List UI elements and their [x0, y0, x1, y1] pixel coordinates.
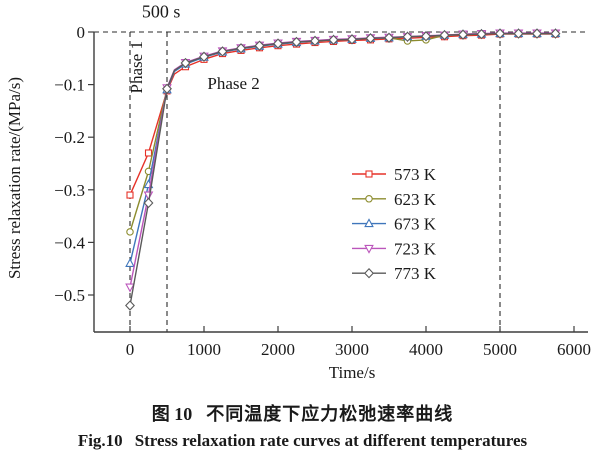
legend-item-723-k: 723 K — [352, 239, 437, 258]
marker-diamond — [439, 29, 450, 41]
legend-label: 773 K — [394, 264, 437, 283]
marker-triangle-up — [125, 258, 135, 267]
y-tick-label: −0.1 — [54, 76, 85, 95]
caption-chinese-text: 不同温度下应力松弛速率曲线 — [206, 404, 454, 424]
legend-label: 673 K — [394, 215, 437, 234]
legend-label: 623 K — [394, 190, 437, 209]
x-tick-label: 6000 — [557, 340, 591, 359]
x-tick-label: 5000 — [483, 340, 517, 359]
caption-english: Fig.10 Stress relaxation rate curves at d… — [0, 431, 605, 451]
y-tick-label: 0 — [77, 23, 86, 42]
marker-square — [144, 149, 153, 157]
marker-diamond — [236, 43, 246, 54]
marker-diamond — [402, 31, 413, 42]
caption-chinese: 图 10 不同温度下应力松弛速率曲线 — [0, 400, 605, 426]
series-573-k — [126, 30, 560, 199]
marker-diamond — [254, 40, 265, 51]
marker-diamond — [476, 28, 487, 40]
series-line — [129, 32, 556, 288]
marker-square — [126, 191, 134, 199]
caption-english-text: Stress relaxation rate curves at differe… — [134, 431, 528, 450]
legend-item-623-k: 623 K — [352, 190, 437, 209]
marker-diamond — [162, 83, 172, 95]
figure-captions: 图 10 不同温度下应力松弛速率曲线 Fig.10 Stress relaxatio… — [0, 400, 605, 451]
x-tick-label: 1000 — [187, 340, 221, 359]
marker-diamond — [532, 28, 542, 39]
legend-item-573-k: 573 K — [352, 165, 437, 184]
marker-diamond — [513, 28, 524, 39]
y-axis-title: Stress relaxation rate/(MPa/s) — [5, 77, 24, 279]
annotation-500-s: 500 s — [142, 1, 181, 21]
marker-diamond — [180, 57, 191, 69]
marker-diamond — [199, 51, 209, 62]
annotation-phase-1: Phase 1 — [127, 41, 146, 93]
marker-triangle-up — [364, 218, 374, 228]
legend-item-673-k: 673 K — [352, 215, 437, 234]
marker-triangle-down — [125, 283, 135, 293]
marker-diamond — [125, 300, 135, 311]
x-axis-title: Time/s — [329, 363, 376, 382]
marker-diamond — [328, 34, 339, 46]
marker-circle — [365, 195, 373, 203]
marker-diamond — [458, 29, 468, 40]
y-tick-label: −0.5 — [54, 286, 85, 305]
legend-item-773-k: 773 K — [352, 264, 437, 283]
marker-diamond — [365, 33, 376, 44]
marker-diamond — [143, 197, 154, 209]
legend-label: 723 K — [394, 239, 437, 258]
series-line — [129, 32, 556, 306]
y-tick-label: −0.3 — [54, 181, 85, 200]
x-tick-label: 2000 — [261, 340, 295, 359]
marker-diamond — [495, 28, 505, 39]
x-tick-label: 4000 — [409, 340, 443, 359]
x-tick-label: 0 — [126, 340, 135, 359]
marker-diamond — [421, 31, 431, 42]
legend: 573 K 623 K 673 K 723 K 773 K — [352, 165, 437, 283]
x-tick-label: 3000 — [335, 340, 369, 359]
marker-diamond — [217, 46, 228, 57]
marker-diamond — [310, 35, 320, 47]
marker-triangle-down — [364, 244, 374, 254]
marker-diamond — [550, 28, 561, 39]
marker-diamond — [364, 268, 374, 279]
y-tick-label: −0.2 — [54, 128, 85, 147]
caption-chinese-label: 图 10 — [151, 404, 193, 424]
annotation-phase-2: Phase 2 — [207, 74, 259, 93]
marker-circle — [126, 228, 134, 236]
legend-label: 573 K — [394, 165, 437, 184]
caption-english-label: Fig.10 — [77, 431, 123, 450]
marker-diamond — [291, 36, 302, 48]
marker-diamond — [347, 34, 357, 45]
marker-diamond — [384, 32, 394, 43]
stress-relaxation-chart: 0 1000 2000 3000 4000 5000 6000 0 −0.1 −0.2 −0.3 −0… — [5, 1, 591, 382]
series-line — [129, 32, 556, 264]
marker-diamond — [273, 38, 283, 49]
series-773-k — [125, 28, 561, 311]
marker-square — [365, 170, 373, 178]
series-line — [129, 33, 556, 196]
y-tick-label: −0.4 — [54, 233, 85, 252]
series-723-k — [125, 29, 561, 293]
